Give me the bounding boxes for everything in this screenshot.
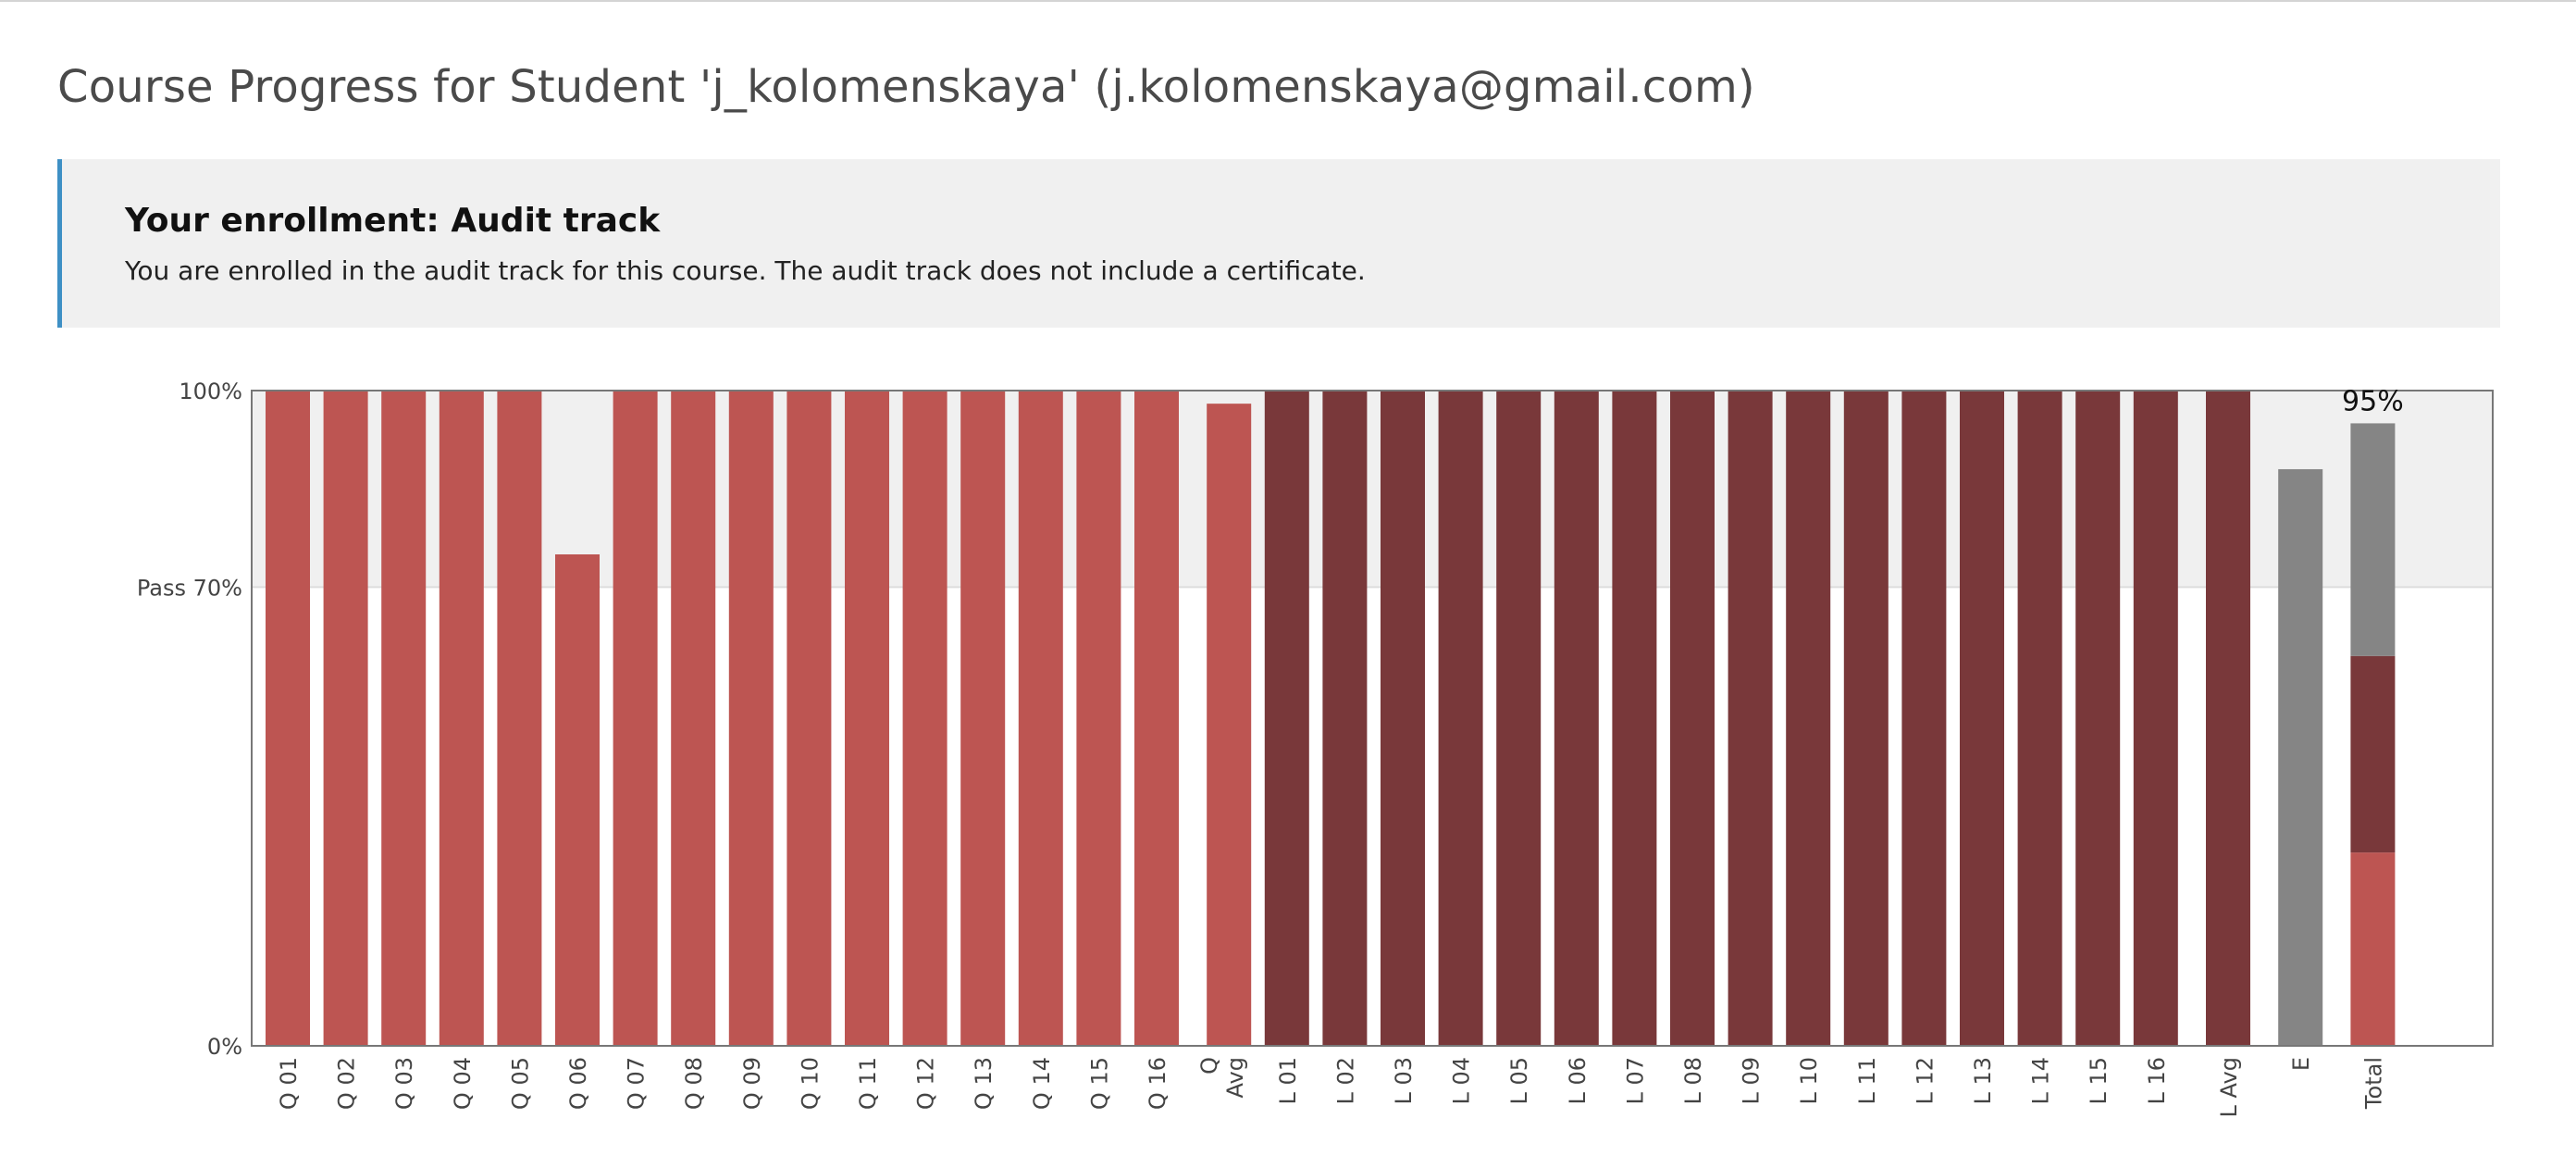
x-tick-label: L 03 [1391,1057,1417,1105]
bar-q-03[interactable] [381,391,427,1046]
bar-l-07[interactable] [1612,391,1657,1046]
bar-q-10[interactable] [786,391,832,1046]
x-tick-label: Total [2360,1057,2386,1110]
bar-q-05[interactable] [497,391,542,1046]
bar-e[interactable] [2278,468,2323,1047]
y-tick-label: 100% [179,379,242,404]
x-tick-label: Q 13 [971,1057,997,1110]
x-tick-label: Q 09 [739,1057,765,1110]
enrollment-notice: Your enrollment: Audit track You are enr… [57,159,2500,328]
y-axis-ticks: 100% Pass 70% 0% [137,379,242,1060]
x-axis-labels: Q 01 Q 02 Q 03 Q 04 Q 05 Q 06 Q 07 Q 08 Q 09 Q 10… [276,1057,2386,1117]
bar-l-03[interactable] [1381,391,1425,1046]
x-tick-label: E [2288,1057,2314,1071]
x-tick-label: L 04 [1449,1057,1475,1105]
x-tick-label: L 12 [1912,1057,1938,1105]
total-bar-segment-lab[interactable] [2350,655,2396,853]
bar-q-08[interactable] [671,391,716,1046]
x-tick-label: L 07 [1622,1057,1648,1105]
x-tick-label: L 16 [2144,1057,2170,1105]
x-tick-label: L Avg [2216,1057,2242,1117]
x-tick-label: L 10 [1796,1057,1822,1105]
x-tick-label: Q 01 [276,1057,302,1110]
bar-l-11[interactable] [1843,391,1889,1046]
bar-q-15[interactable] [1076,391,1121,1046]
x-tick-label: Q 16 [1145,1057,1170,1110]
x-tick-label: Q 05 [507,1057,533,1110]
x-tick-label: Q 11 [855,1057,881,1110]
x-tick-label: L 02 [1332,1057,1358,1105]
total-bar-segment-quiz[interactable] [2350,852,2396,1046]
bar-l-08[interactable] [1670,391,1715,1046]
x-tick-label: L 11 [1854,1057,1880,1105]
x-tick-label: Q 07 [624,1057,650,1110]
x-tick-label: L 08 [1680,1057,1706,1105]
bar-l-06[interactable] [1554,391,1599,1046]
x-tick-label: Q 06 [565,1057,591,1110]
bar-l-10[interactable] [1786,391,1831,1046]
total-value-label: 95% [2342,385,2404,417]
x-tick-label: Q 03 [391,1057,417,1110]
progress-chart: 100%Pass 70%0% Q 01 Q 02 Q 03 Q 04 Q 05 Q 06 Q… [137,379,2494,1117]
bar-l-02[interactable] [1322,391,1368,1046]
x-tick-label: L 13 [1970,1057,1996,1105]
bar-q-07[interactable] [613,391,658,1046]
x-tick-label: Q 12 [913,1057,939,1110]
bar-l-15[interactable] [2075,391,2121,1046]
x-tick-label: QAvg [1196,1057,1248,1098]
bar-q-16[interactable] [1134,391,1179,1046]
x-tick-label: L 15 [2086,1057,2112,1105]
x-tick-label: L 01 [1275,1057,1301,1105]
bar-l-12[interactable] [1901,391,1947,1046]
bar-q-13[interactable] [960,391,1006,1046]
x-tick-label: L 06 [1565,1057,1591,1105]
bar-q-11[interactable] [845,391,889,1046]
bar-l-16[interactable] [2133,391,2178,1046]
total-bar-segment-exam[interactable] [2350,423,2396,656]
bar-q-14[interactable] [1018,391,1063,1046]
bar-q-04[interactable] [439,391,484,1046]
bar-q-01[interactable] [266,391,310,1046]
page-top-border [0,0,2576,2]
bar-l-01[interactable] [1264,391,1309,1046]
bar-l-05[interactable] [1496,391,1542,1046]
bar-l-14[interactable] [2017,391,2062,1046]
bar-l-09[interactable] [1728,391,1773,1046]
x-tick-label: Q 14 [1029,1057,1055,1110]
x-tick-label: L 05 [1506,1057,1532,1105]
x-tick-label: Q 04 [450,1057,476,1110]
x-tick-label: Q 02 [334,1057,360,1110]
bars-group [266,391,2396,1047]
x-tick-label: L 09 [1739,1057,1765,1105]
enrollment-message: You are enrolled in the audit track for … [125,255,1366,286]
x-tick-label: Q 10 [797,1057,823,1110]
enrollment-title: Your enrollment: Audit track [125,202,661,240]
page-title: Course Progress for Student 'j_kolomensk… [57,61,1755,113]
y-tick-label: 0% [207,1034,242,1060]
bar-q-12[interactable] [902,391,947,1046]
bar-q-02[interactable] [323,391,368,1046]
plot-frame [251,390,2494,1047]
bar-l-avg[interactable] [2206,391,2250,1046]
bar-l-13[interactable] [1960,391,2004,1046]
y-tick-label: Pass 70% [137,575,242,601]
bar-q-09[interactable] [728,391,774,1046]
bar-q-avg[interactable] [1207,404,1252,1046]
bar-l-04[interactable] [1438,391,1483,1046]
x-tick-label: Q 15 [1086,1057,1112,1110]
x-tick-label: Q 08 [681,1057,707,1110]
bar-q-06[interactable] [555,554,600,1046]
x-tick-label: L 14 [2028,1057,2054,1105]
